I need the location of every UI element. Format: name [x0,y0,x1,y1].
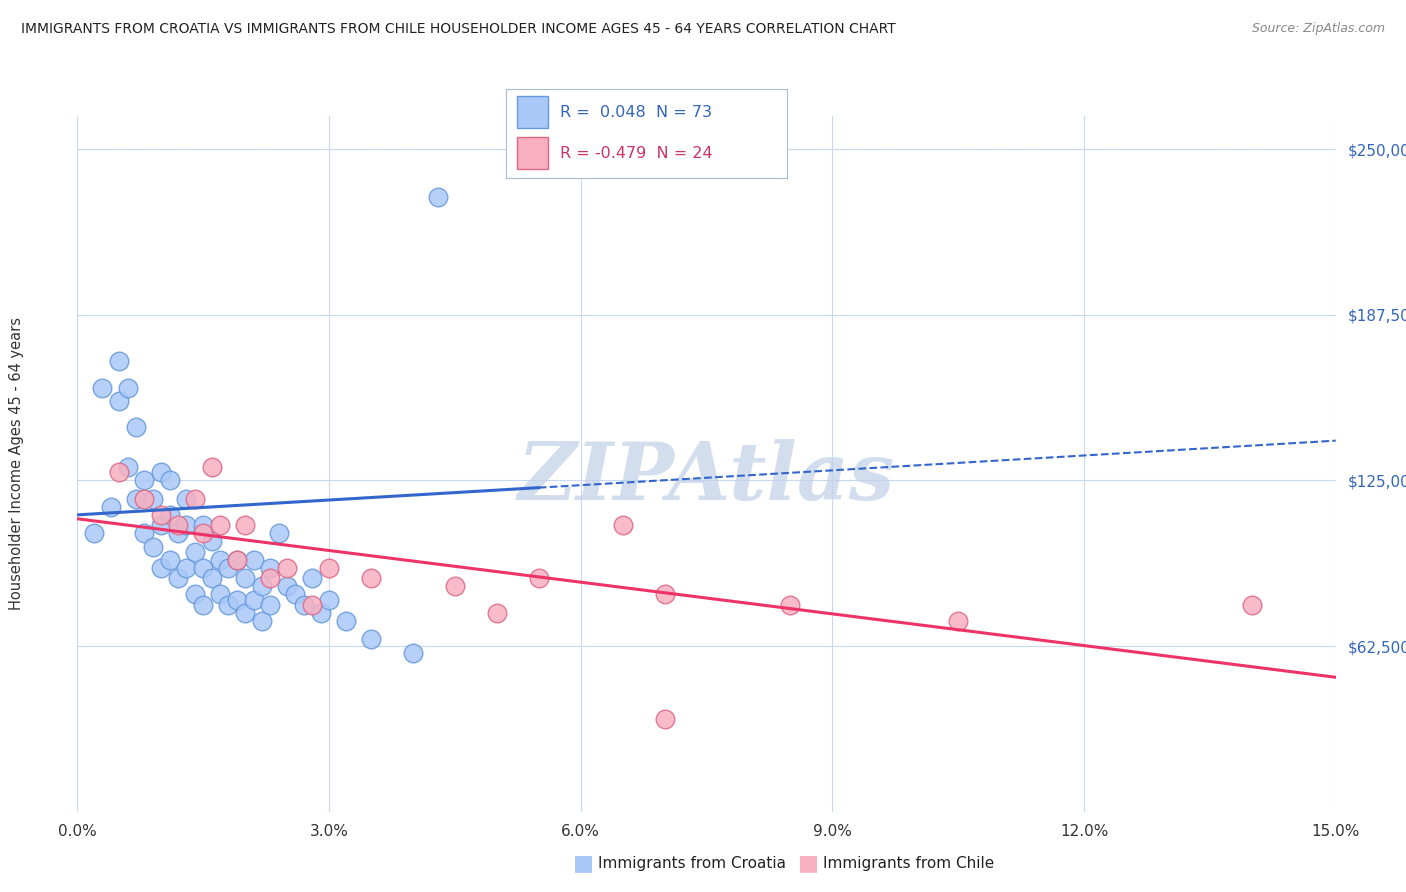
Point [225,553,247,567]
Text: Householder Income Ages 45 - 64 years: Householder Income Ages 45 - 64 years [10,318,24,610]
Point [225,592,247,607]
Point [159,508,181,522]
Point [360,632,382,647]
Point [108,393,131,408]
Point [83,526,105,541]
Point [217,561,239,575]
Point [108,466,131,480]
Point [167,526,190,541]
Text: R =  0.048  N = 73: R = 0.048 N = 73 [560,105,711,120]
Point [318,561,340,575]
Point [200,460,222,475]
Point [225,553,247,567]
Point [259,572,281,586]
Point [654,712,676,726]
Point [125,491,148,506]
Point [233,572,256,586]
Point [276,561,298,575]
Point [301,572,323,586]
Point [100,500,122,514]
Point [427,190,450,204]
Point [159,474,181,488]
Point [200,572,222,586]
Point [150,561,173,575]
Point [142,491,165,506]
Text: Immigrants from Chile: Immigrants from Chile [823,856,994,871]
Point [125,420,148,434]
Point [191,598,215,612]
Point [208,518,231,533]
Point [134,474,156,488]
Bar [517,137,548,169]
Point [208,587,231,601]
Point [948,614,970,628]
Point [217,598,239,612]
Point [200,534,222,549]
Point [134,491,156,506]
Point [309,606,332,620]
Point [292,598,315,612]
Point [485,606,508,620]
Point [142,540,165,554]
Point [612,518,634,533]
Point [176,491,198,506]
Point [191,561,215,575]
Point [242,592,264,607]
Point [444,579,467,593]
Point [1240,598,1263,612]
Point [250,614,273,628]
Point [176,561,198,575]
Point [259,598,281,612]
Text: Source: ZipAtlas.com: Source: ZipAtlas.com [1251,22,1385,36]
Point [259,561,281,575]
Point [117,460,139,475]
Text: IMMIGRANTS FROM CROATIA VS IMMIGRANTS FROM CHILE HOUSEHOLDER INCOME AGES 45 - 64: IMMIGRANTS FROM CROATIA VS IMMIGRANTS FR… [21,22,896,37]
Point [117,381,139,395]
Point [134,526,156,541]
Point [184,545,207,559]
Point [318,592,340,607]
Point [233,518,256,533]
Point [360,572,382,586]
Point [191,518,215,533]
Point [233,606,256,620]
Text: ■: ■ [574,854,593,873]
Point [335,614,357,628]
Text: R = -0.479  N = 24: R = -0.479 N = 24 [560,146,713,161]
Text: ■: ■ [799,854,818,873]
Point [167,572,190,586]
Point [91,381,114,395]
Point [159,553,181,567]
Point [184,587,207,601]
Point [301,598,323,612]
Text: ZIPAtlas: ZIPAtlas [517,439,896,516]
Point [167,518,190,533]
Point [267,526,290,541]
Point [402,646,425,660]
Point [184,491,207,506]
Point [176,518,198,533]
Point [276,579,298,593]
Point [208,553,231,567]
Point [654,587,676,601]
Text: Immigrants from Croatia: Immigrants from Croatia [598,856,786,871]
Point [150,518,173,533]
Point [150,508,173,522]
Point [284,587,307,601]
Point [242,553,264,567]
Bar [517,96,548,128]
Point [191,526,215,541]
Point [527,572,550,586]
Point [250,579,273,593]
Point [150,466,173,480]
Point [108,354,131,368]
Point [779,598,801,612]
